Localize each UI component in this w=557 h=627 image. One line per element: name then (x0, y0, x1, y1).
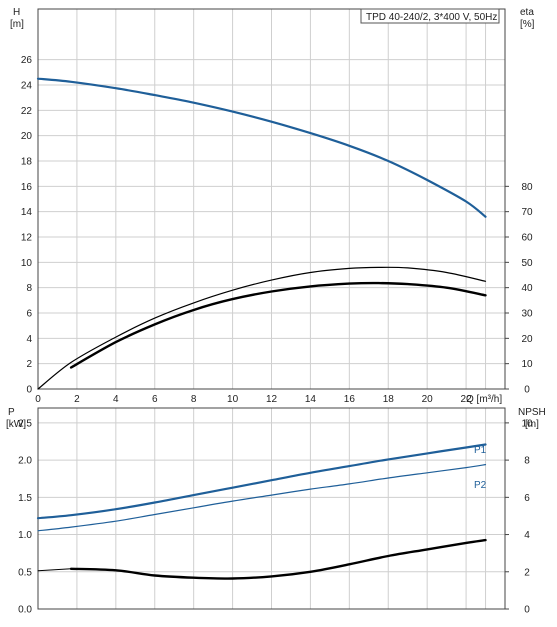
plot-frames (37, 8, 509, 610)
y-right-tick-label: 0 (524, 385, 530, 396)
y-right-tick-label: 30 (521, 309, 533, 320)
y-right-tick-label: 50 (521, 258, 533, 269)
x-tick-label: 4 (113, 394, 119, 405)
y-right-label-bottom: NPSH (518, 407, 546, 418)
y-left-label-bottom: P (8, 407, 15, 418)
grid-lines (37, 9, 505, 610)
y-right-tick-label: 60 (521, 233, 533, 244)
series-line-1-0 (36, 443, 487, 520)
y-left-label-top: H (13, 7, 20, 18)
y-right-tick-label: 10 (521, 418, 533, 429)
series-label-p1: P1 (474, 445, 487, 456)
series-line-1-3 (69, 538, 487, 580)
y-left-tick-label: 8 (26, 283, 32, 294)
x-tick-label: 8 (191, 394, 197, 405)
y-left-tick-label: 1.0 (18, 530, 32, 541)
y-left-tick-label: 4 (26, 334, 32, 345)
y-left-tick-label: 22 (21, 106, 33, 117)
x-tick-label: 2 (74, 394, 80, 405)
x-tick-label: 0 (35, 394, 41, 405)
x-tick-label: 16 (344, 394, 356, 405)
y-left-tick-label: 16 (21, 182, 33, 193)
series-line-0-1 (37, 266, 487, 390)
chart-title: TPD 40-240/2, 3*400 V, 50Hz (366, 12, 497, 23)
y-left-tick-label: 2.0 (18, 456, 32, 467)
series-line-0-2 (69, 281, 487, 369)
series-line-1-2 (37, 568, 72, 572)
y-right-label-top: eta (520, 7, 534, 18)
x-tick-label: 12 (266, 394, 278, 405)
y-left-tick-label: 6 (26, 309, 32, 320)
x-tick-label: 20 (422, 394, 434, 405)
y-left-tick-label: 2 (26, 359, 32, 370)
y-left-tick-label: 12 (21, 233, 33, 244)
y-right-unit-bottom: [m] (525, 419, 539, 430)
axis-labels: 0 2 4 6 8 10 12 14 16 18 20 22024681012141618202224… (18, 55, 533, 615)
y-right-tick-label: 20 (521, 334, 533, 345)
y-right-tick-label: 6 (524, 493, 530, 504)
series-line-1-1 (37, 464, 487, 532)
y-left-tick-label: 0 (26, 385, 32, 396)
plot-frame (37, 407, 506, 610)
title-box (360, 8, 500, 24)
y-right-tick-label: 4 (524, 530, 530, 541)
y-left-tick-label: 1.5 (18, 493, 32, 504)
y-right-unit-top: [%] (520, 19, 535, 30)
y-left-tick-label: 24 (21, 81, 33, 92)
x-tick-label: 14 (305, 394, 317, 405)
y-right-tick-label: 8 (524, 456, 530, 467)
x-axis-label: Q [m³/h] (466, 394, 502, 405)
y-left-tick-label: 0.5 (18, 567, 32, 578)
y-left-tick-label: 2.5 (18, 418, 32, 429)
y-left-tick-label: 10 (21, 258, 33, 269)
y-left-tick-label: 14 (21, 207, 33, 218)
y-right-tick-label: 10 (521, 359, 533, 370)
y-left-tick-label: 18 (21, 157, 33, 168)
y-right-tick-label: 70 (521, 207, 533, 218)
series-label-p2: P2 (474, 480, 487, 491)
y-left-tick-label: 20 (21, 131, 33, 142)
x-tick-label: 18 (383, 394, 395, 405)
y-right-tick-label: 2 (524, 567, 530, 578)
y-left-tick-label: 26 (21, 55, 33, 66)
y-right-tick-label: 40 (521, 283, 533, 294)
y-left-unit-bottom: [kW] (6, 419, 26, 430)
x-tick-label: 22 (461, 394, 473, 405)
series-lines (36, 77, 487, 580)
x-tick-label: 10 (227, 394, 239, 405)
y-right-tick-label: 80 (521, 182, 533, 193)
y-left-unit-top: [m] (10, 19, 24, 30)
series-line-0-0 (36, 77, 487, 218)
plot-frame (37, 8, 506, 390)
y-left-tick-label: 0.0 (18, 605, 32, 616)
x-tick-label: 6 (152, 394, 158, 405)
y-right-tick-label: 0 (524, 605, 530, 616)
